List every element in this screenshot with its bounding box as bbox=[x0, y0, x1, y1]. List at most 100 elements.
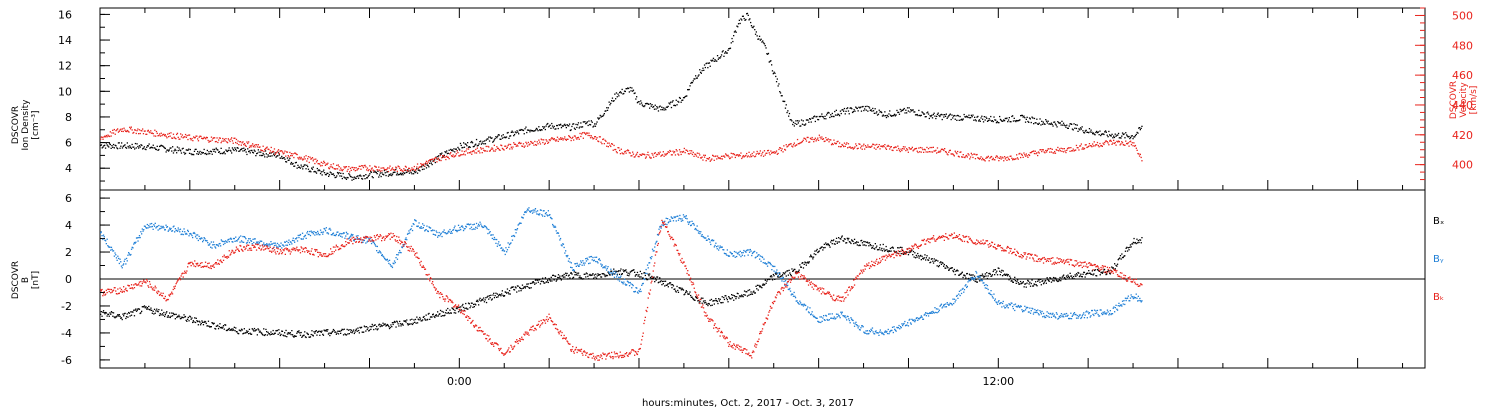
by-point bbox=[702, 235, 704, 238]
density-point bbox=[617, 93, 619, 95]
bx-point bbox=[879, 244, 881, 246]
by-point bbox=[487, 232, 489, 235]
by-point bbox=[171, 230, 174, 232]
bx-point bbox=[308, 336, 310, 338]
velocity-point bbox=[343, 166, 345, 168]
velocity-point bbox=[733, 153, 735, 155]
bx-point bbox=[761, 287, 763, 289]
velocity-point bbox=[411, 167, 413, 169]
bx-point bbox=[1116, 265, 1118, 267]
bx-point bbox=[1140, 242, 1142, 244]
velocity-point bbox=[218, 137, 221, 139]
bx-point bbox=[342, 334, 345, 336]
by-point bbox=[534, 208, 537, 210]
velocity-point bbox=[439, 154, 441, 157]
density-point bbox=[411, 173, 413, 175]
by-point bbox=[433, 229, 435, 232]
bx-point bbox=[807, 262, 810, 264]
bx-point bbox=[1047, 278, 1049, 281]
density-point bbox=[1050, 123, 1052, 125]
bx-point bbox=[647, 273, 649, 275]
by-point bbox=[239, 241, 241, 243]
density-point bbox=[729, 47, 731, 50]
velocity-point bbox=[378, 169, 381, 171]
by-point bbox=[371, 240, 373, 242]
by-point bbox=[642, 282, 644, 285]
bx-point bbox=[612, 273, 614, 275]
velocity-point bbox=[741, 156, 744, 158]
by-point bbox=[475, 226, 477, 228]
density-point bbox=[788, 112, 791, 115]
bx-point bbox=[241, 329, 243, 331]
density-point bbox=[967, 116, 969, 119]
density-point bbox=[526, 131, 528, 134]
velocity-point bbox=[293, 156, 295, 159]
velocity-point bbox=[364, 164, 366, 166]
density-point bbox=[1051, 123, 1053, 126]
bx-point bbox=[1073, 275, 1075, 278]
bx-point bbox=[889, 250, 891, 252]
velocity-point bbox=[425, 162, 427, 164]
density-point bbox=[751, 26, 753, 28]
density-point bbox=[790, 119, 792, 121]
velocity-point bbox=[296, 153, 298, 156]
velocity-point bbox=[405, 166, 407, 168]
velocity-point bbox=[387, 170, 390, 173]
bx-point bbox=[843, 240, 845, 242]
bx-point bbox=[435, 314, 437, 316]
density-point bbox=[554, 128, 556, 130]
by-point bbox=[605, 265, 607, 267]
bx-point bbox=[867, 242, 869, 244]
velocity-point bbox=[770, 150, 772, 152]
velocity-point bbox=[878, 144, 880, 146]
bx-point bbox=[1024, 283, 1026, 285]
bx-point bbox=[726, 299, 728, 301]
density-point bbox=[632, 89, 635, 91]
density-point bbox=[891, 115, 893, 117]
bx-point bbox=[1115, 264, 1117, 267]
density-point bbox=[535, 127, 538, 130]
bx-point bbox=[524, 287, 526, 289]
bx-point bbox=[949, 267, 951, 270]
velocity-point bbox=[755, 153, 757, 155]
velocity-point bbox=[433, 158, 436, 160]
bx-point bbox=[1060, 278, 1063, 280]
velocity-point bbox=[233, 137, 235, 139]
bx-point bbox=[332, 328, 335, 331]
bx-point bbox=[876, 245, 878, 247]
bx-point bbox=[664, 285, 666, 287]
density-point bbox=[824, 115, 826, 117]
velocity-point bbox=[186, 134, 188, 137]
by-point bbox=[138, 235, 141, 237]
bx-point bbox=[740, 296, 742, 298]
velocity-point bbox=[648, 154, 650, 156]
bx-point bbox=[780, 275, 782, 277]
by-point bbox=[308, 233, 310, 236]
density-point bbox=[720, 56, 722, 58]
by-point bbox=[695, 227, 697, 230]
by-point bbox=[536, 210, 539, 212]
bx-point bbox=[382, 322, 384, 324]
velocity-point bbox=[576, 138, 578, 140]
velocity-point bbox=[510, 146, 512, 148]
velocity-point bbox=[790, 143, 792, 145]
density-point bbox=[1107, 136, 1109, 138]
density-point bbox=[313, 171, 315, 173]
bx-point bbox=[969, 274, 971, 276]
bx-point bbox=[964, 275, 966, 277]
density-point bbox=[630, 90, 632, 92]
bx-point bbox=[250, 333, 252, 335]
density-point bbox=[1118, 137, 1120, 139]
density-point bbox=[614, 93, 616, 95]
bx-point bbox=[679, 287, 682, 289]
density-point bbox=[672, 100, 674, 102]
density-point bbox=[295, 161, 297, 164]
by-point bbox=[475, 222, 478, 225]
bx-point bbox=[247, 330, 249, 332]
bx-point bbox=[596, 275, 598, 277]
bx-point bbox=[1111, 266, 1113, 268]
bx-point bbox=[825, 242, 827, 244]
density-point bbox=[951, 114, 953, 116]
bx-point bbox=[511, 286, 514, 288]
